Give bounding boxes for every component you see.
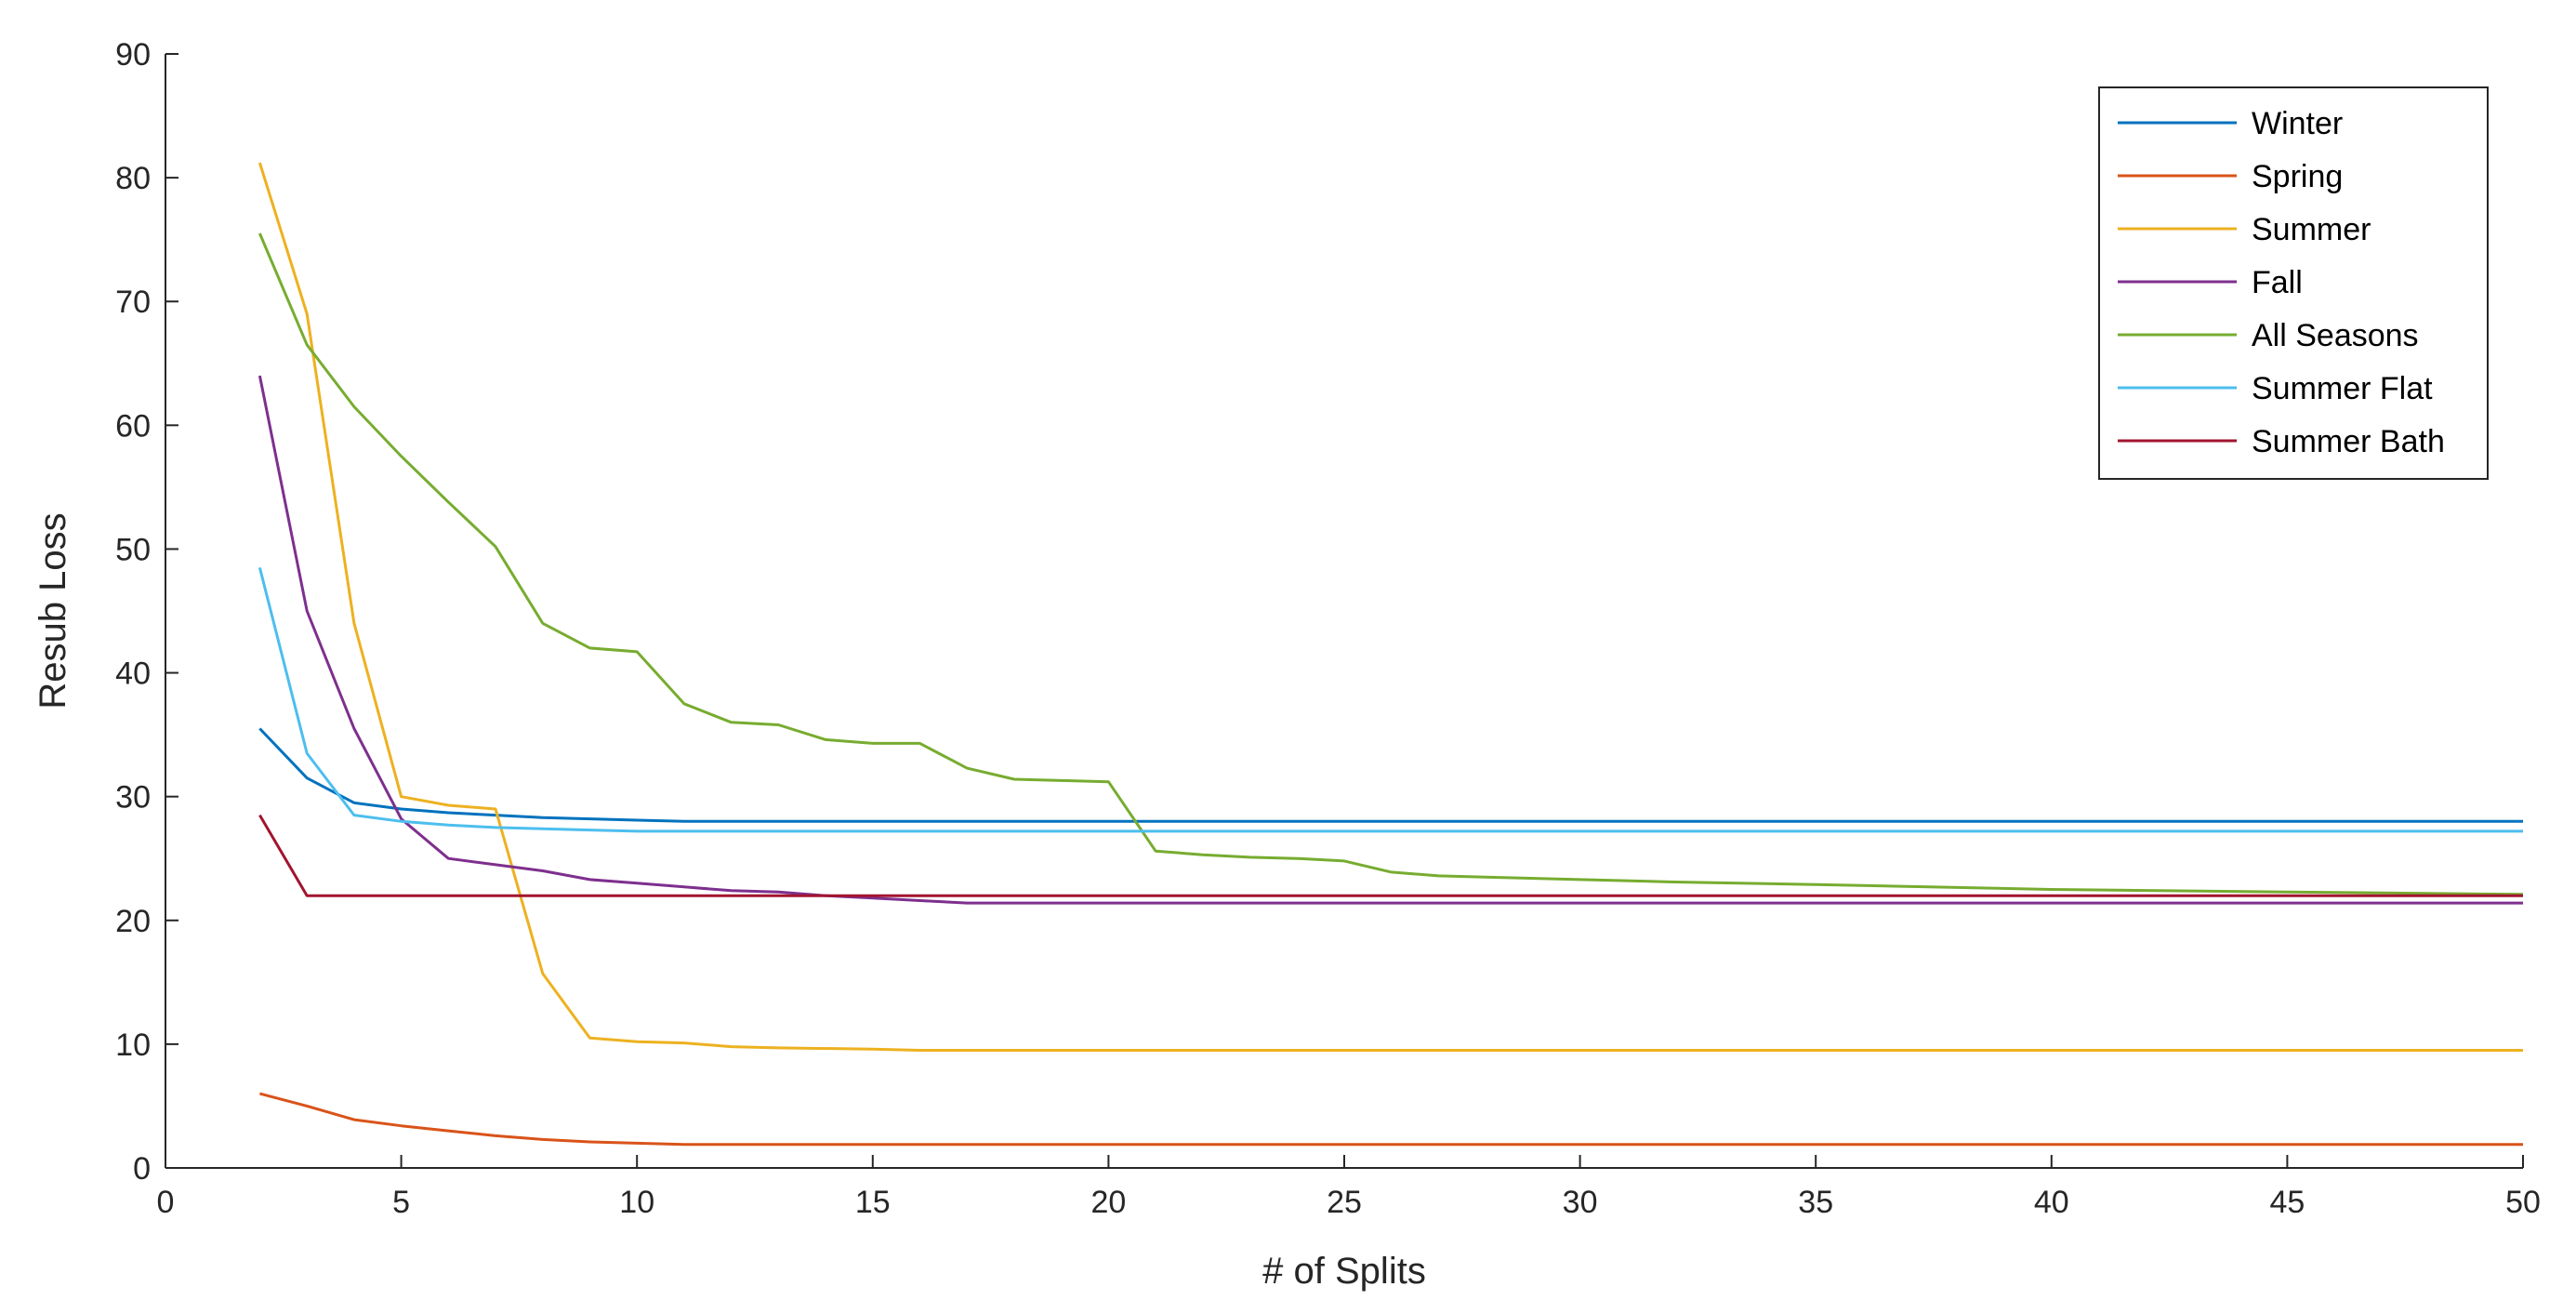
x-tick-label: 40: [2034, 1185, 2069, 1220]
x-axis-label: # of Splits: [1262, 1251, 1426, 1292]
y-tick-label: 40: [115, 656, 151, 692]
y-tick-label: 60: [115, 408, 151, 444]
legend-label: Winter: [2252, 106, 2343, 141]
x-tick-label: 30: [1563, 1185, 1598, 1220]
legend-label: All Seasons: [2252, 318, 2419, 353]
x-tick-label: 45: [2269, 1185, 2305, 1220]
legend-label: Summer: [2252, 212, 2371, 247]
legend: Winter Spring Summer Fall All Seasons Summer …: [2098, 86, 2489, 480]
series-layer: [258, 162, 2524, 1147]
legend-label: Fall: [2252, 265, 2303, 300]
y-tick-label: 0: [133, 1151, 151, 1187]
x-tick-label: 20: [1090, 1185, 1126, 1220]
series-line-summer: [258, 162, 2523, 1052]
x-tick-label: 25: [1327, 1185, 1362, 1220]
y-tick-label: 50: [115, 532, 151, 567]
y-tick-label: 10: [115, 1028, 151, 1063]
series-line-spring: [259, 1092, 2523, 1147]
series-line-summer-flat: [258, 567, 2523, 833]
y-tick-label: 80: [115, 161, 151, 196]
legend-label: Summer Flat: [2252, 371, 2433, 406]
x-tick-label: 0: [157, 1185, 175, 1220]
series-line-winter: [258, 727, 2523, 823]
series-line-summer-bath: [258, 814, 2523, 897]
legend-label: Spring: [2252, 159, 2343, 194]
x-tick-label: 15: [855, 1185, 891, 1220]
x-tick-label: 10: [619, 1185, 654, 1220]
series-line-fall: [258, 375, 2523, 905]
legend-label: Summer Bath: [2252, 424, 2445, 459]
y-tick-label: 90: [115, 37, 151, 73]
ticks-layer: 0 5 10 15 20 25 30 35 40 45 50 0 10 20 30 40 50 60 70 80 90: [115, 37, 2541, 1220]
x-tick-label: 5: [392, 1185, 410, 1220]
y-tick-label: 30: [115, 780, 151, 816]
series-line-all-seasons: [258, 232, 2524, 896]
y-axis-label: Resub Loss: [33, 512, 73, 709]
y-tick-label: 20: [115, 904, 151, 939]
x-tick-label: 50: [2505, 1185, 2541, 1220]
y-tick-label: 70: [115, 285, 151, 320]
x-tick-label: 35: [1798, 1185, 1833, 1220]
